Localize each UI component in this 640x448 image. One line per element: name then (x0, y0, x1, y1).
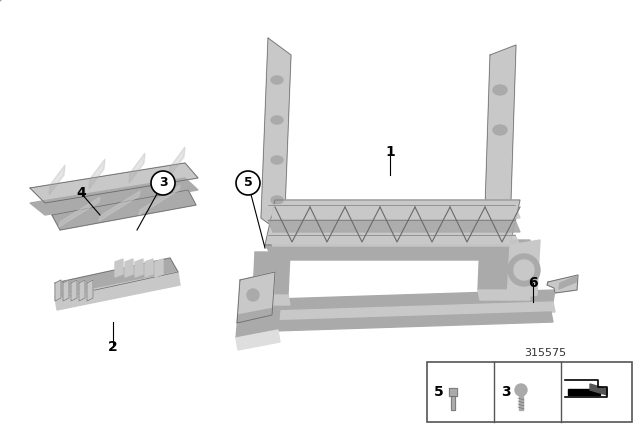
Polygon shape (145, 259, 153, 277)
Polygon shape (449, 388, 457, 396)
Polygon shape (507, 240, 540, 300)
Polygon shape (169, 147, 185, 177)
Polygon shape (30, 163, 198, 203)
Polygon shape (63, 280, 69, 301)
Text: 315575: 315575 (524, 348, 566, 358)
Polygon shape (253, 252, 290, 295)
Circle shape (151, 171, 175, 195)
Polygon shape (155, 259, 163, 277)
Text: 4: 4 (76, 186, 86, 200)
Polygon shape (268, 205, 520, 218)
Polygon shape (265, 200, 520, 245)
Polygon shape (99, 191, 140, 221)
Polygon shape (236, 330, 280, 350)
Polygon shape (71, 280, 77, 301)
Polygon shape (243, 302, 555, 322)
Circle shape (236, 171, 260, 195)
Polygon shape (52, 190, 196, 230)
Polygon shape (89, 159, 105, 189)
Polygon shape (55, 272, 180, 310)
Text: 2: 2 (108, 340, 118, 354)
Circle shape (247, 289, 259, 301)
Polygon shape (87, 280, 93, 301)
Polygon shape (59, 197, 100, 227)
Polygon shape (79, 280, 85, 301)
Ellipse shape (271, 156, 283, 164)
Ellipse shape (493, 85, 507, 95)
Polygon shape (243, 290, 555, 312)
Polygon shape (261, 38, 291, 235)
Polygon shape (241, 312, 553, 332)
Polygon shape (268, 235, 520, 246)
Polygon shape (287, 230, 496, 252)
Polygon shape (484, 45, 516, 240)
Polygon shape (125, 259, 133, 277)
Polygon shape (284, 218, 493, 242)
Polygon shape (237, 272, 275, 323)
Text: 1: 1 (385, 145, 395, 159)
Polygon shape (478, 290, 530, 300)
Text: 5: 5 (434, 385, 444, 399)
Polygon shape (129, 153, 145, 183)
Polygon shape (135, 259, 143, 277)
Ellipse shape (271, 196, 283, 204)
Polygon shape (547, 275, 578, 293)
Polygon shape (265, 245, 520, 260)
Text: 3: 3 (159, 177, 167, 190)
Polygon shape (559, 276, 577, 289)
Polygon shape (268, 220, 520, 232)
Polygon shape (49, 165, 65, 195)
Ellipse shape (271, 116, 283, 124)
Circle shape (508, 254, 540, 286)
Circle shape (515, 384, 527, 396)
Polygon shape (568, 389, 600, 395)
Bar (427, 362, 632, 422)
Polygon shape (253, 295, 290, 305)
Polygon shape (590, 384, 607, 395)
Polygon shape (139, 185, 180, 215)
Polygon shape (115, 259, 123, 277)
Polygon shape (519, 396, 523, 410)
Polygon shape (55, 258, 178, 297)
Text: 3: 3 (501, 385, 511, 399)
Polygon shape (478, 240, 530, 290)
Polygon shape (236, 307, 280, 338)
Text: 6: 6 (528, 276, 538, 290)
Circle shape (514, 260, 534, 280)
Ellipse shape (271, 76, 283, 84)
Text: 5: 5 (244, 177, 252, 190)
Polygon shape (451, 396, 455, 410)
Polygon shape (55, 280, 61, 301)
Polygon shape (30, 178, 198, 215)
Ellipse shape (493, 125, 507, 135)
